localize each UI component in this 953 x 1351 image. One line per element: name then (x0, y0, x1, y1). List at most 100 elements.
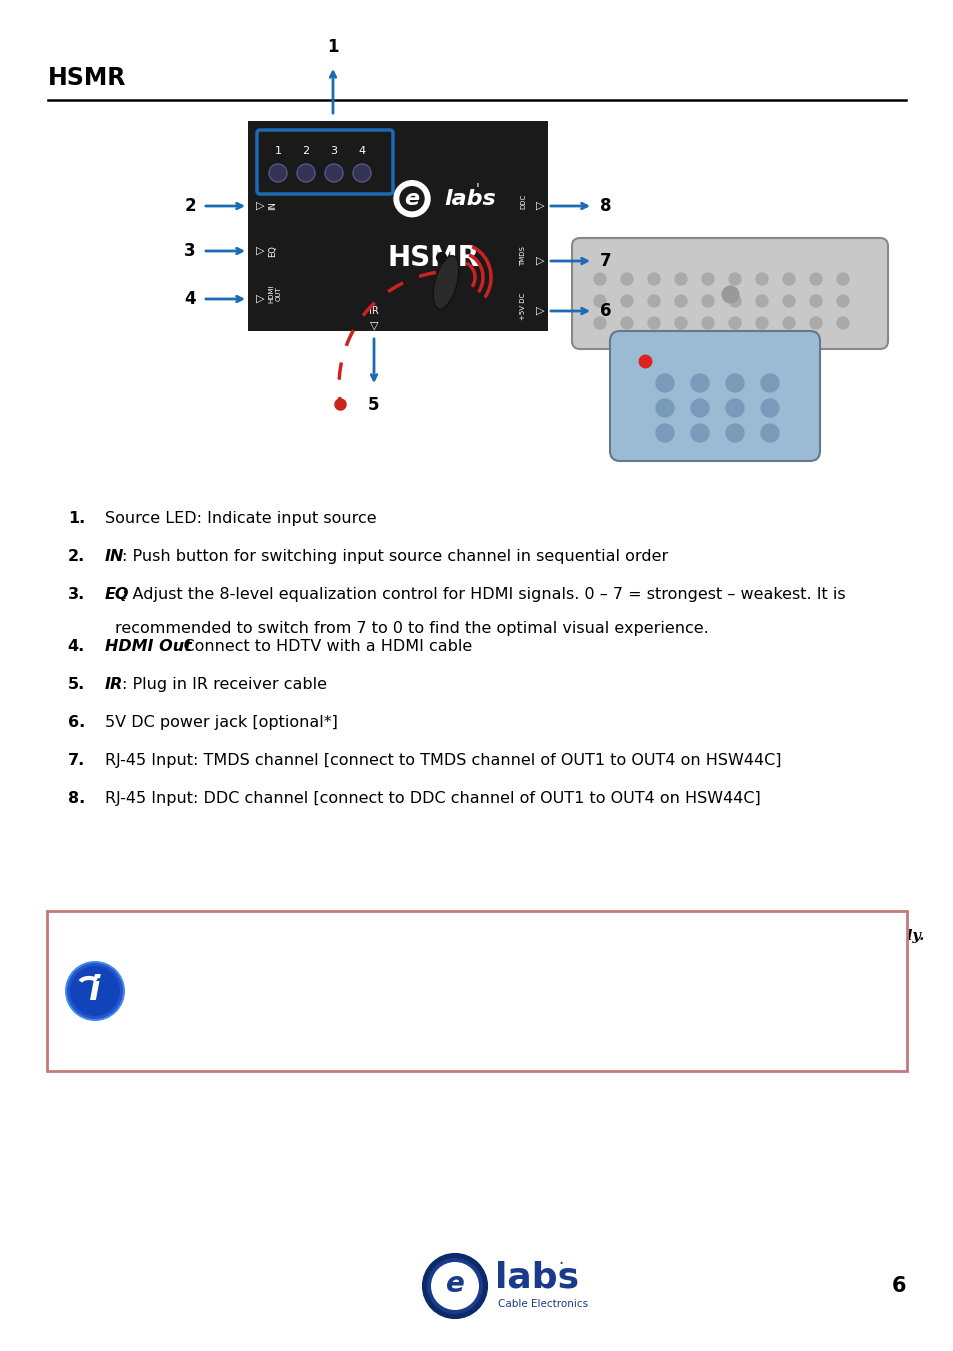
Circle shape (809, 295, 821, 307)
Text: adapter to plug in the power jack and see if  it can work. If  not, please conta: adapter to plug in the power jack and se… (135, 989, 905, 1002)
Text: ▷: ▷ (536, 201, 544, 211)
Circle shape (594, 273, 605, 285)
Circle shape (836, 317, 848, 330)
Bar (47, 911, 906, 1071)
Text: HDMI Out: HDMI Out (105, 639, 192, 654)
Circle shape (353, 163, 371, 182)
Text: 3: 3 (184, 242, 195, 259)
Circle shape (728, 273, 740, 285)
Text: *The HSMR has been tested extensively and found that it doesn’t require external: *The HSMR has been tested extensively an… (135, 929, 923, 943)
Text: 7.: 7. (68, 753, 85, 767)
Circle shape (809, 317, 821, 330)
Text: ▽: ▽ (370, 320, 377, 330)
Circle shape (782, 317, 794, 330)
Circle shape (399, 186, 423, 211)
Circle shape (760, 399, 779, 417)
Text: 3: 3 (330, 146, 337, 155)
Circle shape (782, 273, 794, 285)
Circle shape (760, 424, 779, 442)
Text: IR: IR (105, 677, 123, 692)
Circle shape (690, 374, 708, 392)
Circle shape (394, 181, 430, 216)
Circle shape (701, 273, 713, 285)
Text: ·: · (558, 1255, 563, 1273)
Text: IN: IN (268, 201, 276, 211)
Text: : Plug in IR receiver cable: : Plug in IR receiver cable (122, 677, 327, 692)
Circle shape (701, 317, 713, 330)
Circle shape (755, 273, 767, 285)
Circle shape (594, 317, 605, 330)
Circle shape (760, 374, 779, 392)
Circle shape (728, 295, 740, 307)
Text: e: e (445, 1270, 464, 1298)
Text: If  in rare situation you find it cannot work with the HSW44C, please use any +5: If in rare situation you find it cannot … (135, 959, 865, 973)
Text: IN: IN (105, 549, 124, 563)
Text: 1: 1 (327, 38, 338, 55)
Text: 1.: 1. (68, 511, 85, 526)
Circle shape (728, 317, 740, 330)
Circle shape (594, 295, 605, 307)
Circle shape (431, 1262, 478, 1310)
Text: 8.: 8. (68, 790, 85, 807)
Text: 6: 6 (599, 303, 611, 320)
Text: HSMR: HSMR (48, 66, 126, 91)
Text: ▷: ▷ (255, 201, 264, 211)
Circle shape (647, 273, 659, 285)
Circle shape (755, 295, 767, 307)
Text: 4: 4 (184, 290, 195, 308)
Circle shape (70, 966, 120, 1016)
Circle shape (701, 295, 713, 307)
Circle shape (725, 399, 743, 417)
Circle shape (422, 1254, 486, 1319)
Circle shape (675, 295, 686, 307)
Text: EQ: EQ (268, 245, 276, 257)
Text: 4: 4 (358, 146, 365, 155)
Circle shape (427, 1258, 482, 1315)
Circle shape (620, 295, 633, 307)
Circle shape (809, 273, 821, 285)
Circle shape (836, 295, 848, 307)
Text: 5V DC power jack [optional*]: 5V DC power jack [optional*] (105, 715, 337, 730)
Text: RJ-45 Input: DDC channel [connect to DDC channel of OUT1 to OUT4 on HSW44C]: RJ-45 Input: DDC channel [connect to DDC… (105, 790, 760, 807)
Text: 3.: 3. (68, 586, 85, 603)
Text: IR: IR (369, 305, 378, 316)
Text: labs: labs (495, 1260, 578, 1296)
Text: 1: 1 (274, 146, 281, 155)
Circle shape (782, 295, 794, 307)
Text: HSMR: HSMR (388, 243, 479, 272)
Text: e: e (404, 189, 419, 208)
Circle shape (690, 424, 708, 442)
Circle shape (656, 374, 673, 392)
Text: recommended to switch from 7 to 0 to find the optimal visual experience.: recommended to switch from 7 to 0 to fin… (115, 621, 708, 636)
Text: : Connect to HDTV with a HDMI cable: : Connect to HDTV with a HDMI cable (172, 639, 472, 654)
Circle shape (725, 424, 743, 442)
Text: support for further service.: support for further service. (135, 1019, 359, 1034)
Text: OUT: OUT (275, 286, 282, 301)
Circle shape (269, 163, 287, 182)
Text: +5V DC: +5V DC (519, 292, 525, 320)
Text: ▷: ▷ (536, 255, 544, 266)
Circle shape (620, 317, 633, 330)
Text: ▷: ▷ (255, 246, 264, 255)
Circle shape (755, 317, 767, 330)
Circle shape (656, 399, 673, 417)
Text: ': ' (476, 181, 479, 196)
Text: DDC: DDC (519, 193, 525, 208)
Circle shape (620, 273, 633, 285)
Circle shape (690, 399, 708, 417)
Bar (248, 122, 547, 331)
Text: 5.: 5. (68, 677, 85, 692)
FancyBboxPatch shape (609, 331, 820, 461)
Circle shape (647, 295, 659, 307)
Text: RJ-45 Input: TMDS channel [connect to TMDS channel of OUT1 to OUT4 on HSW44C]: RJ-45 Input: TMDS channel [connect to TM… (105, 753, 781, 767)
FancyBboxPatch shape (572, 238, 887, 349)
Text: 2: 2 (184, 197, 195, 215)
Text: 5: 5 (368, 396, 379, 413)
Circle shape (675, 273, 686, 285)
Circle shape (67, 963, 123, 1019)
Text: 7: 7 (599, 253, 611, 270)
Circle shape (656, 424, 673, 442)
Text: 2.: 2. (68, 549, 85, 563)
Text: 2: 2 (302, 146, 309, 155)
Circle shape (675, 317, 686, 330)
